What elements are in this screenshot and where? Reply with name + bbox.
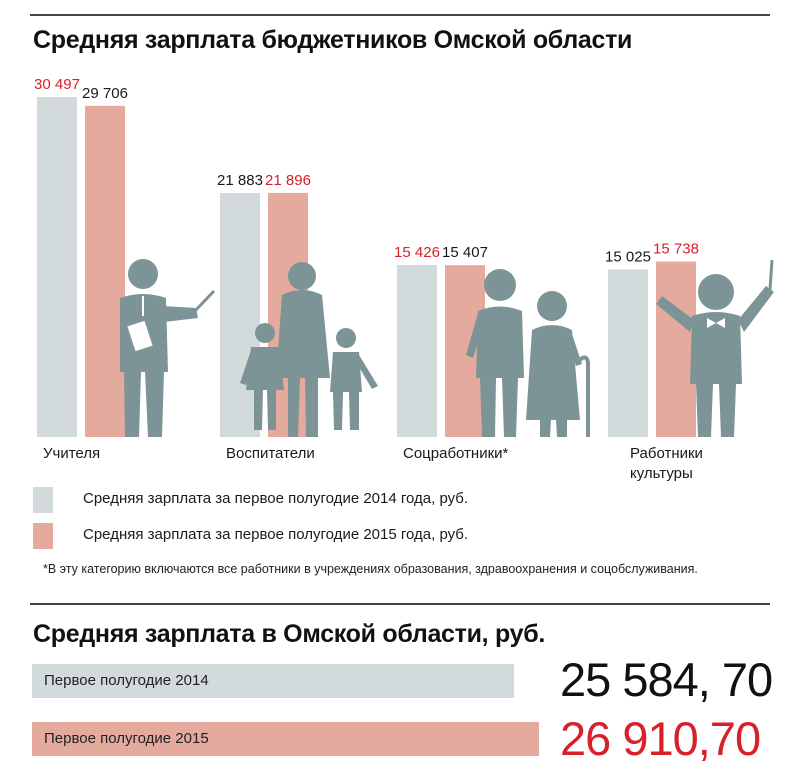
second-title: Средняя зарплата в Омской области, руб. [33,620,545,648]
bar-2014-1 [220,193,260,437]
big-value-2015: 26 910,70 [560,712,761,765]
bar-2014-2 [397,265,437,437]
big-value-2014: 25 584, 70 [560,653,773,706]
top-rule [30,14,770,16]
hbar-2014: Первое полугодие 2014 [32,664,514,698]
bar-2014-0 [37,97,77,437]
elderly-couple-icon [466,269,590,437]
data-label-2015-1: 21 896 [265,172,311,189]
bar-2014-3 [608,269,648,437]
bar-2015-3 [656,261,696,437]
data-label-2015-3: 15 738 [653,241,699,258]
hbar-label-2014: Первое полугодие 2014 [44,672,209,689]
legend-label-2015: Средняя зарплата за первое полугодие 201… [83,526,469,543]
hbar-2015: Первое полугодие 2015 [32,722,539,756]
category-label-0: Учителя [43,445,100,462]
category-label-2: Соцработники* [403,445,509,462]
data-label-2014-3: 15 025 [605,248,651,265]
data-label-2015-0: 29 706 [82,85,128,102]
legend-swatch-2014 [33,487,53,513]
data-label-2014-1: 21 883 [217,172,263,189]
category-label-3-line2: культуры [630,465,693,482]
data-label-2014-2: 15 426 [394,244,440,261]
teacher-figure-icon [120,259,216,437]
footnote: *В эту категорию включаются все работник… [43,562,698,576]
bar-2015-0 [85,105,125,437]
category-label-3: Работники [630,445,703,462]
data-label-2015-2: 15 407 [442,244,488,261]
legend-label-2014: Средняя зарплата за первое полугодие 201… [83,490,469,507]
data-label-2014-0: 30 497 [34,76,80,93]
legend-swatch-2015 [33,523,53,549]
middle-rule [30,603,770,605]
hbar-label-2015: Первое полугодие 2015 [44,730,209,747]
main-title: Средняя зарплата бюджетников Омской обла… [33,26,633,54]
category-label-1: Воспитатели [226,445,315,462]
conductor-figure-icon [656,259,774,437]
family-figure-icon [240,262,378,437]
